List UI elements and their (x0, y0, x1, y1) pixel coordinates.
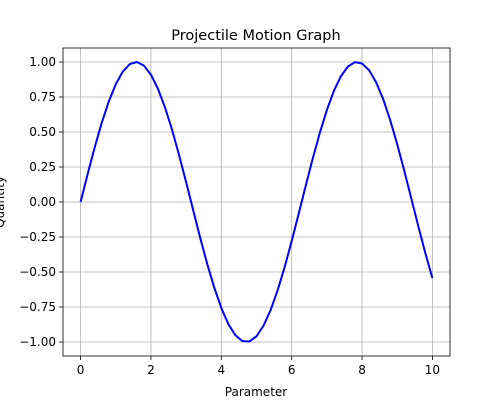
chart-title: Projectile Motion Graph (171, 28, 340, 44)
y-tick-label: 0.00 (29, 195, 56, 209)
y-tick-label: −0.25 (19, 230, 56, 244)
x-tick-label: 0 (77, 363, 85, 377)
y-tick-label: 1.00 (29, 55, 56, 69)
y-axis-label: Quantity (0, 176, 7, 228)
x-tick-label: 6 (288, 363, 296, 377)
x-tick-label: 2 (147, 363, 155, 377)
plot-frame (62, 47, 451, 357)
x-tick-label: 8 (358, 363, 366, 377)
y-tick-label: −1.00 (19, 335, 56, 349)
y-tick-label: 0.25 (29, 160, 56, 174)
y-tick-label: −0.75 (19, 300, 56, 314)
x-tick-label: 10 (425, 363, 440, 377)
x-axis-label: Parameter (225, 385, 287, 399)
y-tick-label: 0.50 (29, 125, 56, 139)
line (79, 61, 434, 343)
y-tick-label: 0.75 (29, 90, 56, 104)
y-tick-label: −0.50 (19, 265, 56, 279)
x-tick-label: 4 (217, 363, 225, 377)
